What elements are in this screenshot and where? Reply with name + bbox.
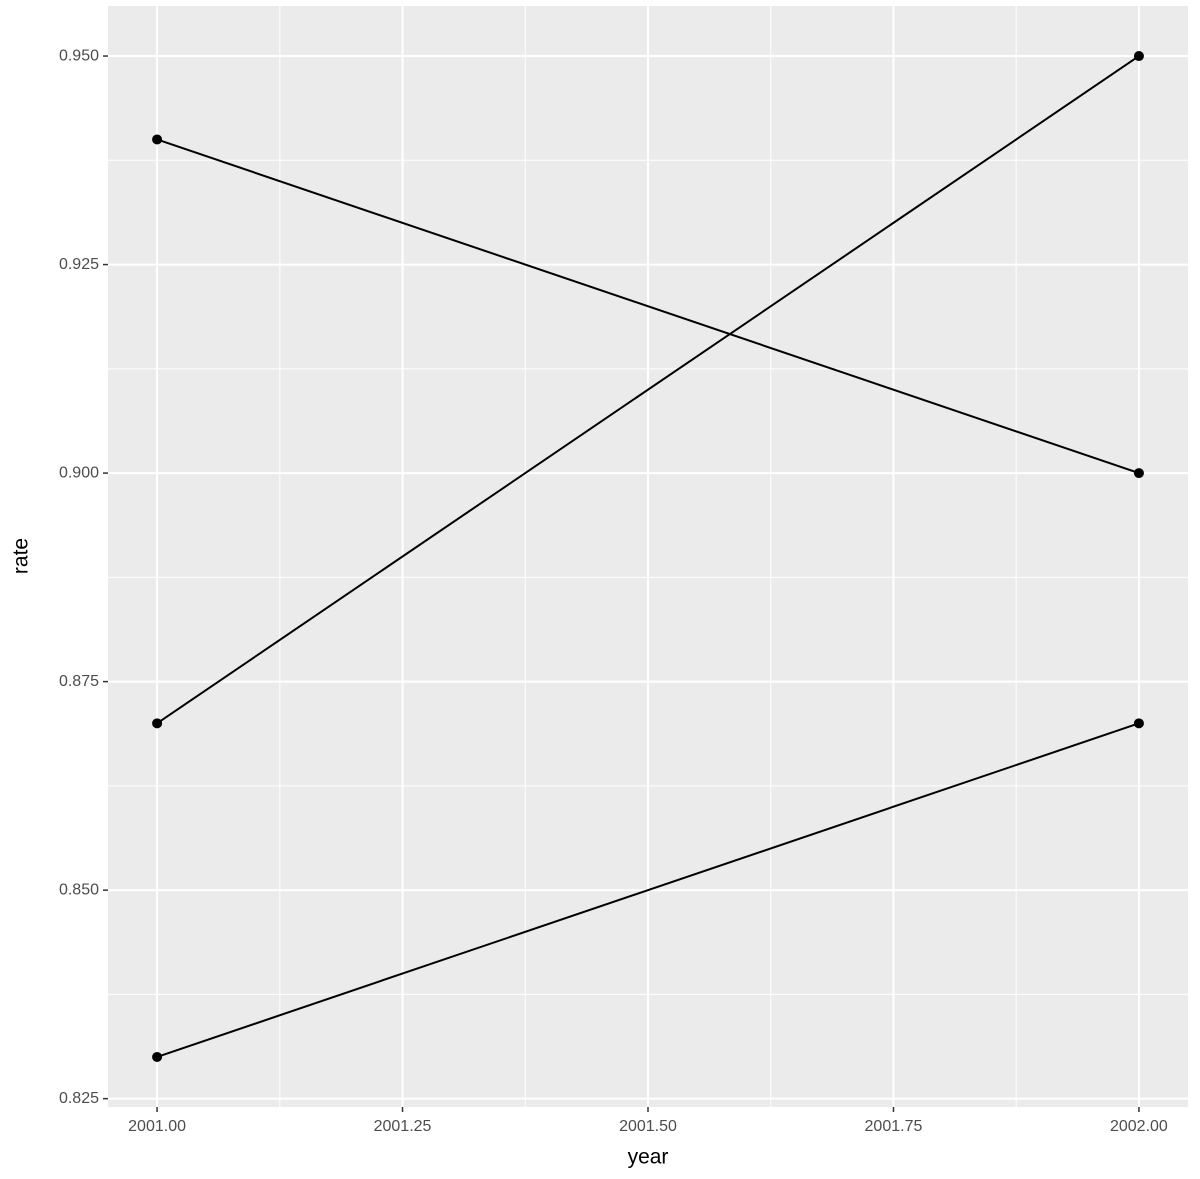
line — [156, 55, 1140, 725]
x-axis-title: year — [628, 1146, 669, 1169]
x-tick-label: 2001.25 — [374, 1118, 432, 1135]
point — [152, 718, 163, 729]
y-tick-label: 0.925 — [59, 256, 99, 273]
x-tick-label: 2002.00 — [1110, 1118, 1168, 1135]
point — [1133, 468, 1144, 479]
x-tick-label: 2001.50 — [619, 1118, 677, 1135]
x-tick-label: 2001.00 — [128, 1118, 186, 1135]
line — [156, 138, 1140, 475]
point — [152, 134, 163, 145]
y-tick-label: 0.850 — [59, 881, 99, 898]
point — [1133, 51, 1144, 62]
y-tick-label: 0.875 — [59, 673, 99, 690]
line — [156, 722, 1140, 1058]
y-tick-label: 0.900 — [59, 464, 99, 481]
point — [152, 1051, 163, 1062]
y-tick-label: 0.950 — [59, 47, 99, 64]
point — [1133, 718, 1144, 729]
y-axis-title: rate — [10, 538, 33, 574]
y-tick-label: 0.825 — [59, 1090, 99, 1107]
x-tick-label: 2001.75 — [865, 1118, 923, 1135]
